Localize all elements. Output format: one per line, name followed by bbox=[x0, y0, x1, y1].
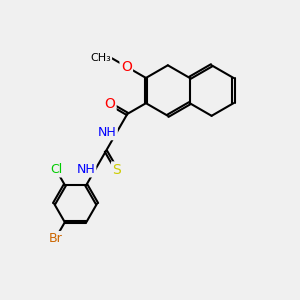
Text: CH₃: CH₃ bbox=[90, 53, 111, 63]
Text: NH: NH bbox=[98, 126, 117, 139]
Text: Br: Br bbox=[49, 232, 62, 245]
Text: O: O bbox=[121, 60, 132, 74]
Text: S: S bbox=[112, 163, 121, 177]
Text: NH: NH bbox=[76, 163, 95, 176]
Text: O: O bbox=[104, 97, 115, 111]
Text: Cl: Cl bbox=[50, 163, 62, 176]
